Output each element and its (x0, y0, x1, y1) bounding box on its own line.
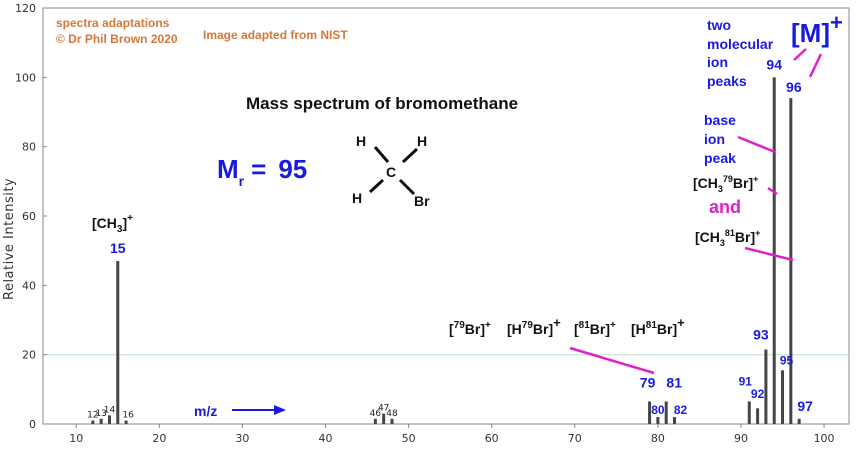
x-tick-label: 30 (235, 432, 249, 445)
x-tick-label: 40 (319, 432, 333, 445)
mr-label: Mr = 95 (217, 154, 307, 189)
base-peak-annotation: base ion peak (704, 112, 736, 166)
mplus-pointer-2 (808, 53, 823, 78)
peak-label-14: 14 (104, 405, 116, 415)
peak-label-96: 96 (786, 79, 802, 95)
peak-label-91: 91 (739, 374, 753, 388)
x-tick-label: 90 (734, 432, 748, 445)
x-tick-label: 80 (651, 432, 665, 445)
y-tick-label: 0 (29, 418, 36, 431)
credit-line-2: © Dr Phil Brown 2020 (56, 32, 178, 46)
peak-bar-79 (648, 401, 652, 424)
peak-label-79: 79 (640, 374, 656, 390)
frag-h81br: [H81Br]+ (631, 315, 685, 337)
peak-bar-95 (781, 370, 785, 424)
peak-bar-91 (747, 401, 751, 424)
peak-bar-94 (772, 77, 776, 424)
y-tick-label: 100 (15, 71, 36, 84)
peak-bar-80 (656, 417, 660, 424)
peak-label-94: 94 (766, 56, 782, 72)
peak-label-15: 15 (110, 240, 126, 256)
svg-text:base: base (704, 112, 736, 128)
y-tick-label: 80 (22, 141, 36, 154)
mplus-pointer-1 (793, 48, 807, 61)
svg-text:peak: peak (704, 150, 736, 166)
peak-bar-81 (664, 401, 668, 424)
molecular-ion-symbol: [M]+ (791, 10, 843, 48)
molecular-ion-annotation: two molecular ion peaks (707, 17, 774, 89)
ch379br-label: [CH379Br]+ (693, 174, 758, 194)
x-axis: 10 20 30 40 50 60 70 80 90 100 (69, 424, 835, 445)
x-tick-label: 70 (568, 432, 582, 445)
y-axis: 0 20 40 60 80 100 120 (15, 2, 47, 431)
mz-label: m/z (194, 403, 217, 419)
credit-nist: Image adapted from NIST (203, 28, 348, 42)
peak-bar-92 (756, 408, 760, 424)
atom-h-3: H (352, 190, 362, 206)
x-tick-label: 50 (402, 432, 416, 445)
peak-bar-13 (99, 418, 103, 424)
peak-bar-82 (673, 417, 677, 424)
fragment-pointer (569, 346, 655, 375)
atom-br: Br (414, 193, 430, 209)
y-tick-label: 40 (22, 279, 36, 292)
credit-line-1: spectra adaptations (56, 16, 170, 30)
svg-text:two: two (707, 17, 731, 33)
atom-h-2: H (417, 133, 427, 149)
peak-label-80: 80 (651, 403, 665, 417)
svg-text:ion: ion (707, 54, 728, 70)
svg-text:ion: ion (704, 131, 725, 147)
peak-bar-48 (390, 418, 394, 424)
peak-bar-96 (789, 98, 793, 424)
svg-text:molecular: molecular (707, 36, 774, 52)
peak-label-48: 48 (386, 409, 398, 419)
fragment-labels: [79Br]+ [H79Br]+ [81Br]+ [H81Br]+ (449, 315, 685, 337)
mz-arrow-icon (232, 405, 286, 415)
y-tick-label: 60 (22, 210, 36, 223)
ch3-ion-label: [CH3]+ (92, 213, 133, 235)
peak-label-93: 93 (753, 326, 769, 342)
peak-label-81: 81 (666, 374, 682, 390)
y-tick-label: 120 (15, 2, 36, 15)
peak-bar-47 (382, 413, 386, 424)
x-tick-label: 10 (69, 432, 83, 445)
frag-81br: [81Br]+ (574, 320, 616, 337)
frag-79br: [79Br]+ (449, 320, 491, 337)
x-tick-label: 100 (814, 432, 835, 445)
x-tick-label: 60 (485, 432, 499, 445)
peak-label-95: 95 (780, 353, 794, 367)
peak-label-97: 97 (797, 398, 813, 414)
peak-label-92: 92 (751, 387, 765, 401)
peak-label-47: 47 (378, 404, 389, 414)
peak-label-12: 12 (87, 411, 98, 421)
peak-label-13: 13 (95, 409, 106, 419)
y-tick-label: 20 (22, 349, 36, 362)
peak-bars (91, 77, 801, 424)
ch381br-pointer (744, 246, 794, 262)
peak-label-82: 82 (674, 403, 688, 417)
and-label: and (709, 197, 741, 217)
peak-bar-15 (116, 261, 120, 424)
chart-title: Mass spectrum of bromomethane (246, 94, 518, 113)
base-peak-pointer (737, 135, 776, 154)
frag-h79br: [H79Br]+ (507, 315, 561, 337)
peak-bar-93 (764, 349, 768, 424)
y-axis-label: Relative Intensity (2, 178, 17, 300)
atom-h-1: H (356, 133, 366, 149)
x-tick-label: 20 (152, 432, 166, 445)
ch379br-pointer (767, 186, 778, 196)
peak-bar-14 (107, 415, 111, 424)
peak-bar-12 (91, 420, 95, 424)
peak-bar-16 (124, 420, 128, 424)
svg-text:peaks: peaks (707, 73, 747, 89)
peak-label-46: 46 (370, 409, 382, 419)
peak-bar-97 (797, 418, 801, 424)
bromomethane-structure: H H C H Br (352, 133, 430, 209)
atom-c: C (386, 164, 396, 180)
peak-label-16: 16 (122, 411, 134, 421)
ch381br-label: [CH381Br]+ (695, 228, 760, 248)
peak-bar-46 (373, 418, 377, 424)
